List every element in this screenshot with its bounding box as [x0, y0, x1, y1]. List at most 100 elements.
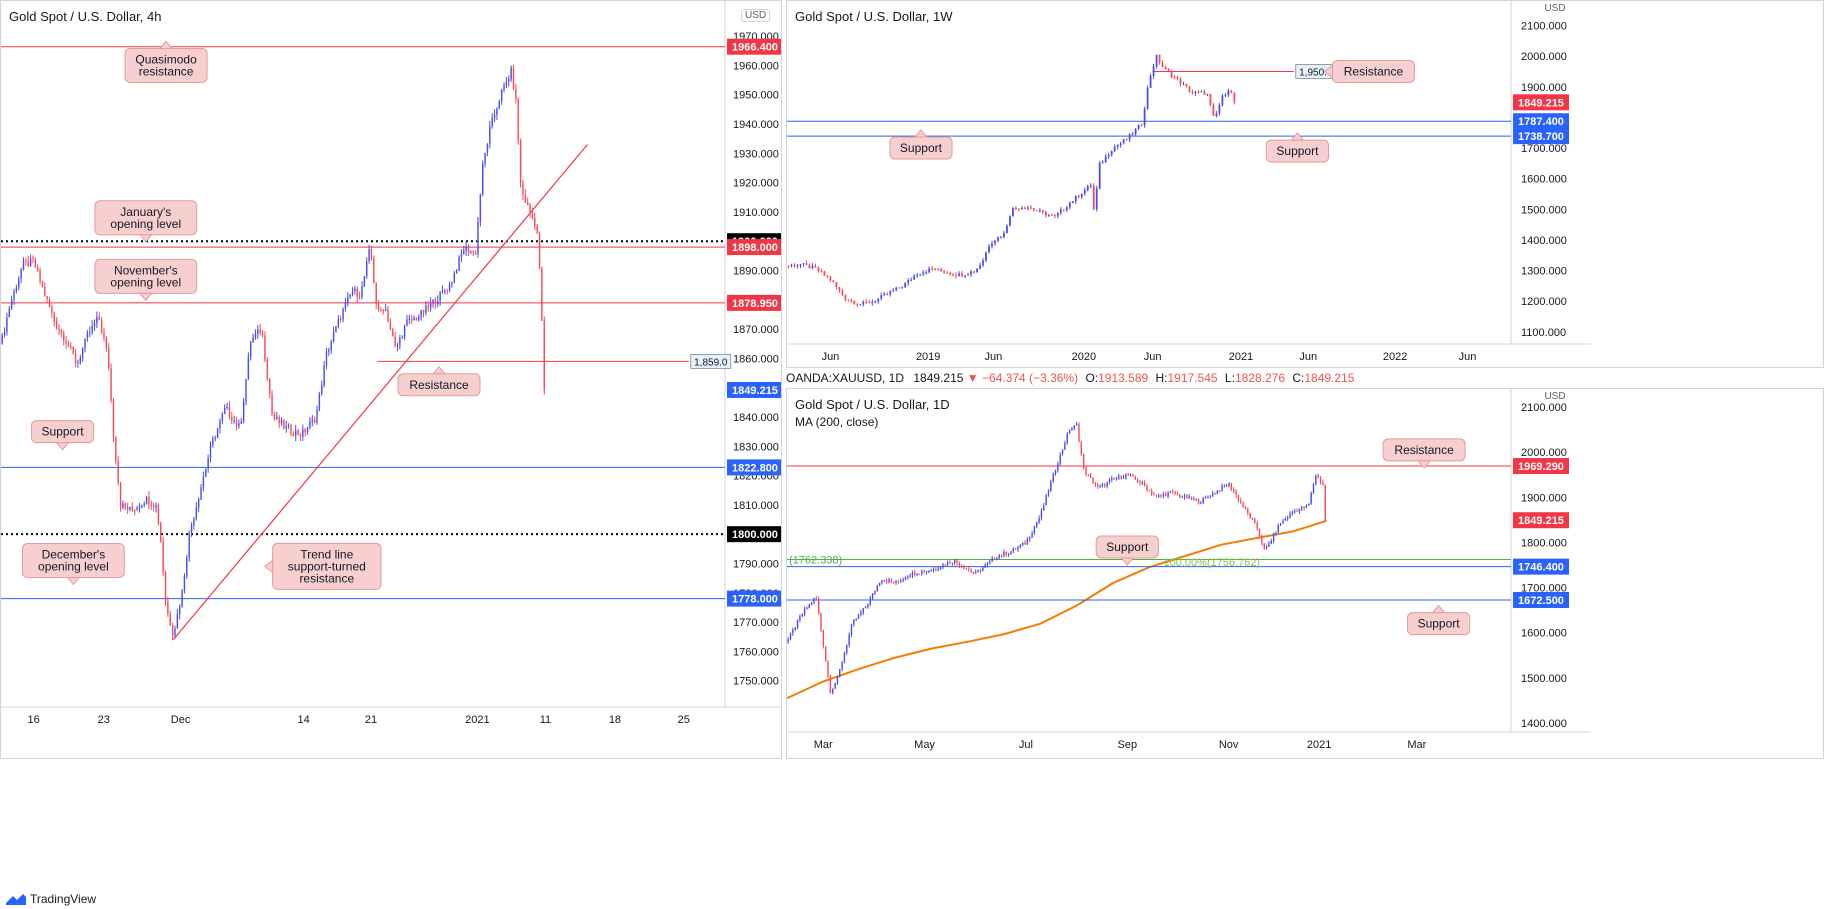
x-tick-label: 2019 [916, 351, 940, 363]
callout-text: Resistance [1344, 64, 1404, 78]
candle-body [1251, 518, 1254, 520]
candle-body [482, 163, 484, 195]
candle-body [1107, 155, 1110, 157]
y-tick-label: 1750.000 [733, 676, 779, 688]
candle-body [815, 598, 818, 600]
candle-body [857, 614, 860, 619]
candle-body [1185, 84, 1188, 87]
candle-body [1206, 93, 1209, 95]
chart-4h-svg[interactable]: 1750.0001760.0001770.0001780.0001790.000… [1, 1, 782, 759]
y-tick-label: 1940.000 [733, 119, 779, 131]
candle-body [155, 504, 157, 508]
candle-body [1073, 425, 1075, 429]
candle-body [904, 578, 907, 580]
candle-body [169, 613, 171, 626]
candle-body [377, 303, 380, 310]
callout-text: December's [42, 548, 106, 562]
price-badge [1513, 458, 1569, 475]
currency-badge[interactable]: USD [741, 9, 771, 22]
candle-body [820, 613, 822, 630]
candle-body [1308, 503, 1310, 506]
candle-body [505, 81, 508, 85]
y-tick-label: 1500.000 [1521, 673, 1567, 685]
candle-body [1010, 551, 1012, 554]
y-tick-label: 1500.000 [1521, 204, 1567, 216]
candle-body [157, 504, 160, 524]
candle-body [1188, 86, 1191, 92]
candle-body [1136, 479, 1139, 483]
chart-panel-1d[interactable]: 1400.000 1500.000 1600.000 1700.000 1800.000… [786, 388, 1824, 759]
candle-body [1044, 211, 1047, 216]
candle-body [801, 613, 803, 617]
callout-text: Trend line [300, 547, 353, 561]
candle-body [489, 126, 491, 144]
candle-body [1322, 482, 1324, 486]
x-tick-label: Jun [1144, 351, 1162, 363]
symbol-label[interactable]: OANDA:XAUUSD, 1D [786, 371, 905, 385]
candle-body [880, 295, 883, 299]
candle-body [183, 575, 186, 591]
candle-body [919, 274, 922, 276]
candle-body [406, 319, 408, 326]
indicator-label[interactable]: MA (200, close) [795, 415, 879, 429]
callout-text: Resistance [1394, 443, 1454, 457]
candle-body [493, 114, 496, 118]
candle-body [792, 629, 794, 634]
price-badge-label: 1966.400 [732, 42, 778, 54]
candle-body [429, 302, 432, 308]
chart-title: Gold Spot / U.S. Dollar, 1W [795, 9, 953, 24]
candle-body [1188, 496, 1190, 499]
price-badge [727, 459, 781, 476]
candle-body [1101, 484, 1104, 487]
candle-body [1106, 481, 1108, 486]
candle-body [276, 416, 278, 419]
candle-body [292, 433, 295, 436]
candle-body [808, 604, 810, 609]
candle-body [892, 581, 895, 583]
chart-1d-svg[interactable]: 1400.000 1500.000 1600.000 1700.000 1800.000… [787, 389, 1824, 759]
chart-1w-svg[interactable]: 1100.000 1200.000 1300.000 1400.000 1500.000… [787, 1, 1824, 368]
candle-body [1226, 485, 1228, 487]
callout-tail [263, 559, 274, 574]
candle-body [361, 286, 363, 298]
brand[interactable]: TradingView [6, 892, 96, 906]
candle-body [1152, 66, 1155, 77]
callout-text: Support [42, 425, 85, 439]
x-tick-label: 11 [540, 714, 551, 726]
candle-body [344, 302, 347, 309]
y-tick-label: 1790.000 [733, 558, 779, 570]
candle-body [835, 282, 838, 287]
x-tick-label: Dec [171, 714, 191, 726]
price-badge [1513, 128, 1569, 145]
candle-body [964, 275, 966, 277]
candle-body [922, 272, 925, 275]
candle-body [1024, 207, 1026, 209]
candle-body [1041, 210, 1044, 212]
candle-body [868, 301, 871, 303]
candle-body [985, 252, 987, 261]
candle-body [207, 458, 209, 469]
candle-body [418, 316, 420, 320]
chart-panel-1w[interactable]: 1100.000 1200.000 1300.000 1400.000 1500.000… [786, 0, 1824, 368]
candle-body [1015, 207, 1017, 209]
candle-body [937, 268, 940, 271]
x-tick-label: Jun [1459, 351, 1477, 363]
candle-body [250, 342, 252, 357]
price-badge-label: 1822.800 [732, 462, 778, 474]
candle-body [1131, 134, 1134, 136]
candle-body [953, 560, 956, 563]
candle-body [396, 344, 399, 346]
candle-body [148, 496, 150, 505]
chart-panel-4h[interactable]: 1750.0001760.0001770.0001780.0001790.000… [0, 0, 782, 759]
candle-body [916, 574, 918, 576]
candle-body [216, 428, 219, 439]
low-value: 1828.276 [1234, 371, 1285, 385]
candle-body [856, 304, 859, 306]
candle-body [347, 296, 349, 303]
candle-body [942, 564, 944, 568]
candle-body [259, 329, 261, 334]
candle-body [895, 287, 898, 291]
candle-body [1265, 546, 1268, 549]
candle-body [366, 261, 368, 277]
candle-body [432, 299, 434, 303]
